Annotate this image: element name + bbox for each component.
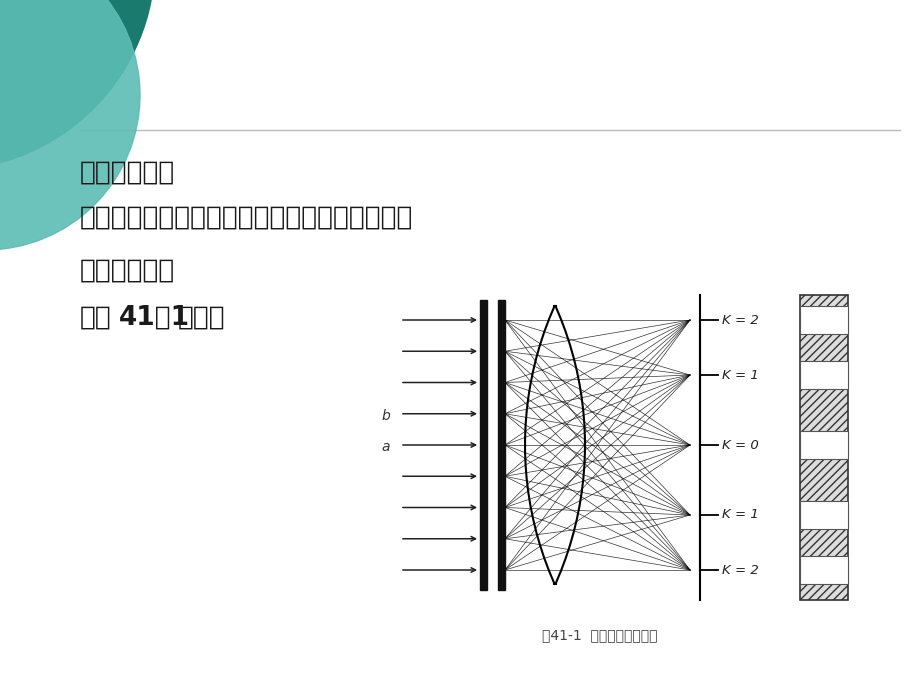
Text: 图41-1  衍射光的干涉条纹: 图41-1 衍射光的干涉条纹 [541,628,657,642]
Bar [800,295,847,600]
Bar [800,361,847,389]
Text: 【实验原理】: 【实验原理】 [80,258,175,284]
Text: K = 2: K = 2 [721,313,758,326]
Bar [800,306,847,334]
Text: b: b [380,408,390,423]
Text: K = 1: K = 1 [721,509,758,522]
Text: K = 0: K = 0 [721,439,758,451]
Circle shape [0,0,154,170]
Text: 分光计，全息透射光栅，平行光管，低压汞灯。: 分光计，全息透射光栅，平行光管，低压汞灯。 [80,205,413,231]
Text: 41－1: 41－1 [119,305,190,331]
Text: a: a [381,440,390,454]
Text: K = 1: K = 1 [721,368,758,382]
Text: 所示：: 所示： [177,305,225,331]
Bar [800,501,847,529]
Bar [800,556,847,584]
Bar [480,300,486,590]
Text: K = 2: K = 2 [721,564,758,577]
Bar [497,300,505,590]
Text: 【实验仪器】: 【实验仪器】 [80,160,175,186]
Text: 如图: 如图 [80,305,111,331]
Circle shape [0,0,140,250]
Bar [800,431,847,459]
